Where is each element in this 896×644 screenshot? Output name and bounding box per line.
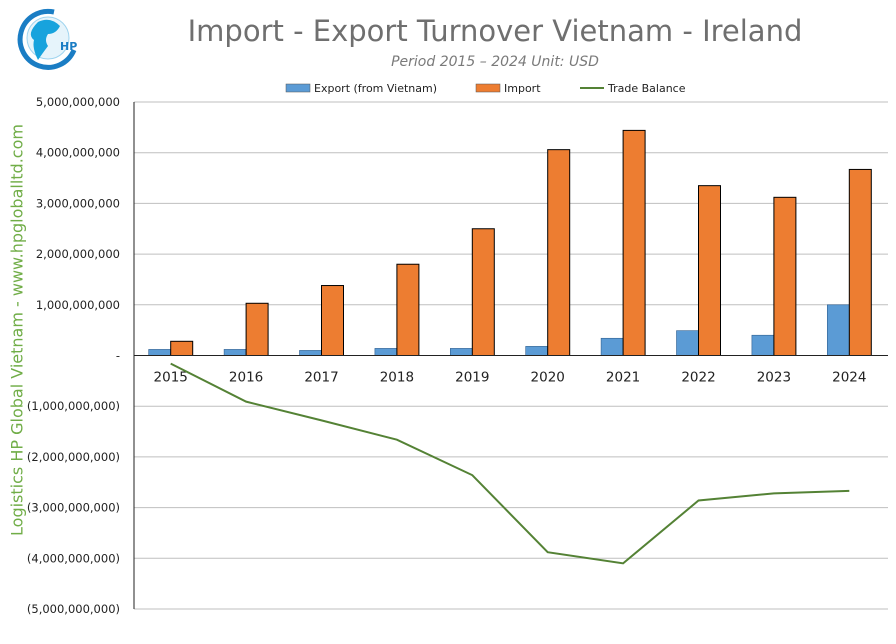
bar-import <box>773 196 797 356</box>
x-tick-label: 2023 <box>757 370 791 386</box>
svg-text:HP: HP <box>60 40 77 53</box>
legend-label: Import <box>504 82 541 95</box>
bar-import <box>321 285 344 356</box>
bar-import <box>471 228 495 356</box>
bar-export <box>449 348 473 356</box>
bar-export <box>600 337 624 356</box>
bar-import <box>170 340 194 356</box>
legend-swatch <box>285 83 311 93</box>
x-tick-label: 2024 <box>832 370 866 386</box>
hp-logo: HP <box>8 6 88 76</box>
x-tick-label: 2020 <box>531 370 565 386</box>
x-tick-label: 2017 <box>304 370 338 386</box>
y-tick-label: (3,000,000,000) <box>27 501 120 515</box>
y-tick-label: (4,000,000,000) <box>27 551 120 565</box>
bar-import <box>698 185 721 356</box>
y-tick-label: 1,000,000,000 <box>36 298 120 312</box>
bar-export <box>374 348 398 356</box>
bar-export <box>148 349 171 356</box>
y-tick-label: (5,000,000,000) <box>27 602 120 616</box>
chart-subtitle: Period 2015 – 2024 Unit: USD <box>391 54 599 70</box>
bar-export <box>826 304 850 356</box>
y-tick-label: 3,000,000,000 <box>36 196 120 210</box>
bar-export <box>299 350 322 356</box>
y-tick-label: - <box>116 349 120 363</box>
bar-import <box>547 149 571 356</box>
trade-balance-line <box>170 362 850 565</box>
bar-import <box>396 263 420 356</box>
legend-label: Trade Balance <box>607 82 686 95</box>
bar-import <box>848 168 872 356</box>
x-tick-label: 2018 <box>380 370 414 386</box>
x-tick-label: 2019 <box>455 370 489 386</box>
bar-export <box>525 346 549 356</box>
legend-swatch <box>475 83 501 93</box>
x-tick-label: 2022 <box>681 370 715 386</box>
bar-export <box>223 349 247 356</box>
y-tick-label: 2,000,000,000 <box>36 247 120 261</box>
chart-title: Import - Export Turnover Vietnam - Irela… <box>187 14 803 48</box>
x-tick-label: 2016 <box>229 370 263 386</box>
bar-export <box>751 334 775 356</box>
y-tick-label: (2,000,000,000) <box>27 450 120 464</box>
bar-export <box>676 330 699 356</box>
x-tick-label: 2021 <box>606 370 640 386</box>
bar-import <box>622 129 646 356</box>
y-tick-label: 5,000,000,000 <box>36 95 120 109</box>
y-tick-label: 4,000,000,000 <box>36 146 120 160</box>
bar-import <box>245 302 269 356</box>
legend-label: Export (from Vietnam) <box>314 82 437 95</box>
x-tick-label: 2015 <box>154 370 188 386</box>
y-tick-label: (1,000,000,000) <box>27 399 120 413</box>
